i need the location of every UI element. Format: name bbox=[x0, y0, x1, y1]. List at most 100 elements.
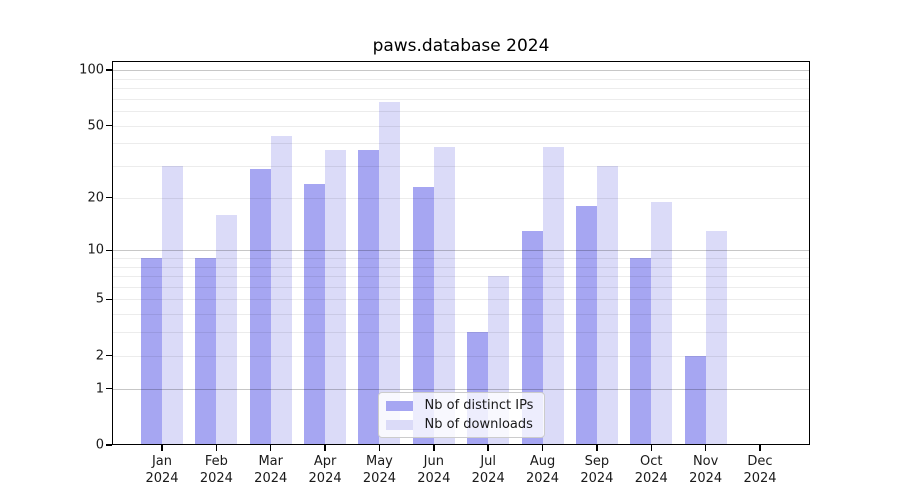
x-tick-month: Nov bbox=[692, 454, 719, 469]
x-tick-year: 2024 bbox=[634, 471, 668, 486]
x-tick-mark bbox=[650, 445, 652, 451]
gridline-minor bbox=[112, 332, 810, 334]
bar-downloads bbox=[216, 214, 238, 445]
y-tick-mark bbox=[106, 298, 112, 301]
bar-distinct-ips bbox=[521, 230, 543, 445]
y-tick-label: 100 bbox=[79, 62, 104, 78]
plot-area: 100 50 20 10 5 2 1 0 Jan 2024 Feb 2024 Mar 2024 Apr 202… bbox=[79, 61, 810, 486]
y-tick-mark bbox=[106, 69, 112, 71]
x-tick-month: Oct bbox=[640, 454, 663, 469]
x-tick-year: 2024 bbox=[743, 471, 777, 486]
x-tick-mark bbox=[487, 445, 489, 451]
y-tick-mark bbox=[106, 444, 112, 446]
y-tick-label: 0 bbox=[95, 437, 104, 453]
x-tick-year: 2024 bbox=[417, 471, 451, 486]
bar-distinct-ips bbox=[304, 183, 326, 445]
bar-distinct-ips bbox=[358, 149, 380, 445]
x-tick-year: 2024 bbox=[362, 471, 396, 486]
gridline-minor bbox=[112, 276, 810, 278]
x-tick-mark bbox=[215, 445, 218, 451]
x-tick-month: Jan bbox=[151, 454, 173, 469]
bar-downloads bbox=[270, 135, 292, 445]
gridline-minor bbox=[112, 88, 810, 90]
y-tick-label: 1 bbox=[95, 381, 104, 397]
x-tick-mark bbox=[270, 445, 272, 451]
x-tick-label: Nov 2024 bbox=[674, 453, 738, 487]
gridline-minor bbox=[112, 166, 810, 168]
y-tick-label: 5 bbox=[95, 291, 104, 307]
bar-downloads bbox=[651, 201, 673, 445]
gridline-minor bbox=[112, 98, 810, 100]
gridline-major bbox=[112, 388, 810, 390]
x-tick-month: Jun bbox=[423, 454, 444, 469]
x-tick-mark bbox=[324, 445, 326, 451]
y-tick-mark bbox=[106, 249, 112, 251]
gridline-minor bbox=[112, 286, 810, 288]
bar-distinct-ips bbox=[575, 205, 597, 445]
x-tick-month: Feb bbox=[204, 454, 228, 469]
x-tick-mark bbox=[378, 445, 381, 451]
x-tick-label: Dec 2024 bbox=[728, 453, 792, 487]
gridline-minor bbox=[112, 111, 810, 113]
gridline-minor bbox=[112, 299, 810, 301]
bar-downloads bbox=[542, 147, 564, 445]
x-tick-label: Feb 2024 bbox=[184, 453, 248, 487]
gridline-minor bbox=[112, 314, 810, 316]
x-tick-month: Apr bbox=[313, 454, 337, 469]
y-tick-label: 2 bbox=[95, 348, 104, 364]
x-tick-mark bbox=[704, 445, 707, 451]
x-tick-mark bbox=[596, 445, 598, 451]
x-tick-month: Dec bbox=[747, 454, 773, 469]
gridline-minor bbox=[112, 143, 810, 145]
gridline-minor bbox=[112, 125, 810, 127]
x-tick-month: Mar bbox=[258, 454, 283, 469]
x-tick-mark bbox=[759, 445, 761, 451]
x-tick-label: Mar 2024 bbox=[239, 453, 303, 487]
legend-swatch-distinct-ips bbox=[385, 400, 413, 411]
x-tick-label: Jan 2024 bbox=[130, 453, 194, 487]
y-tick-mark bbox=[106, 196, 112, 199]
gridline-minor bbox=[112, 355, 810, 357]
gridline-minor bbox=[112, 78, 810, 80]
gridline-minor bbox=[112, 197, 810, 199]
x-tick-label: Jul 2024 bbox=[456, 453, 520, 487]
gridline-minor bbox=[112, 257, 810, 259]
legend-row: Nb of distinct IPs bbox=[385, 398, 535, 413]
x-tick-label: Oct 2024 bbox=[619, 453, 683, 487]
x-tick-year: 2024 bbox=[525, 471, 560, 486]
y-tick-mark bbox=[106, 387, 112, 390]
x-tick-year: 2024 bbox=[145, 471, 179, 486]
y-tick-label: 20 bbox=[87, 190, 104, 206]
bar-downloads bbox=[433, 147, 455, 445]
x-tick-mark bbox=[433, 445, 435, 451]
chart-title: paws.database 2024 bbox=[372, 36, 550, 56]
x-tick-label: Jun 2024 bbox=[402, 453, 466, 487]
y-tick-mark bbox=[106, 124, 112, 127]
y-tick-label: 10 bbox=[87, 242, 104, 258]
x-tick-year: 2024 bbox=[580, 471, 614, 486]
bar-distinct-ips bbox=[630, 257, 652, 445]
legend: Nb of distinct IPs Nb of downloads bbox=[377, 392, 545, 438]
x-tick-year: 2024 bbox=[308, 471, 342, 486]
bar-distinct-ips bbox=[141, 257, 162, 445]
x-tick-mark bbox=[541, 445, 544, 451]
x-tick-label: Apr 2024 bbox=[293, 453, 357, 487]
x-tick-year: 2024 bbox=[254, 471, 288, 486]
x-tick-month: Jul bbox=[480, 454, 497, 469]
bar-distinct-ips bbox=[412, 186, 434, 445]
x-tick-year: 2024 bbox=[471, 471, 505, 486]
bar-downloads bbox=[162, 166, 183, 445]
legend-label: Nb of downloads bbox=[424, 417, 533, 432]
bar-downloads bbox=[705, 230, 727, 445]
x-tick-month: Aug bbox=[529, 454, 556, 469]
x-tick-month: Sep bbox=[584, 454, 610, 469]
gridline-minor bbox=[112, 266, 810, 268]
x-tick-label: May 2024 bbox=[347, 453, 411, 487]
bar-distinct-ips bbox=[684, 355, 706, 445]
legend-row: Nb of downloads bbox=[385, 417, 535, 432]
x-tick-month: May bbox=[366, 454, 393, 469]
bar-downloads bbox=[325, 149, 347, 445]
bar-downloads bbox=[379, 102, 401, 445]
x-tick-year: 2024 bbox=[199, 471, 233, 486]
